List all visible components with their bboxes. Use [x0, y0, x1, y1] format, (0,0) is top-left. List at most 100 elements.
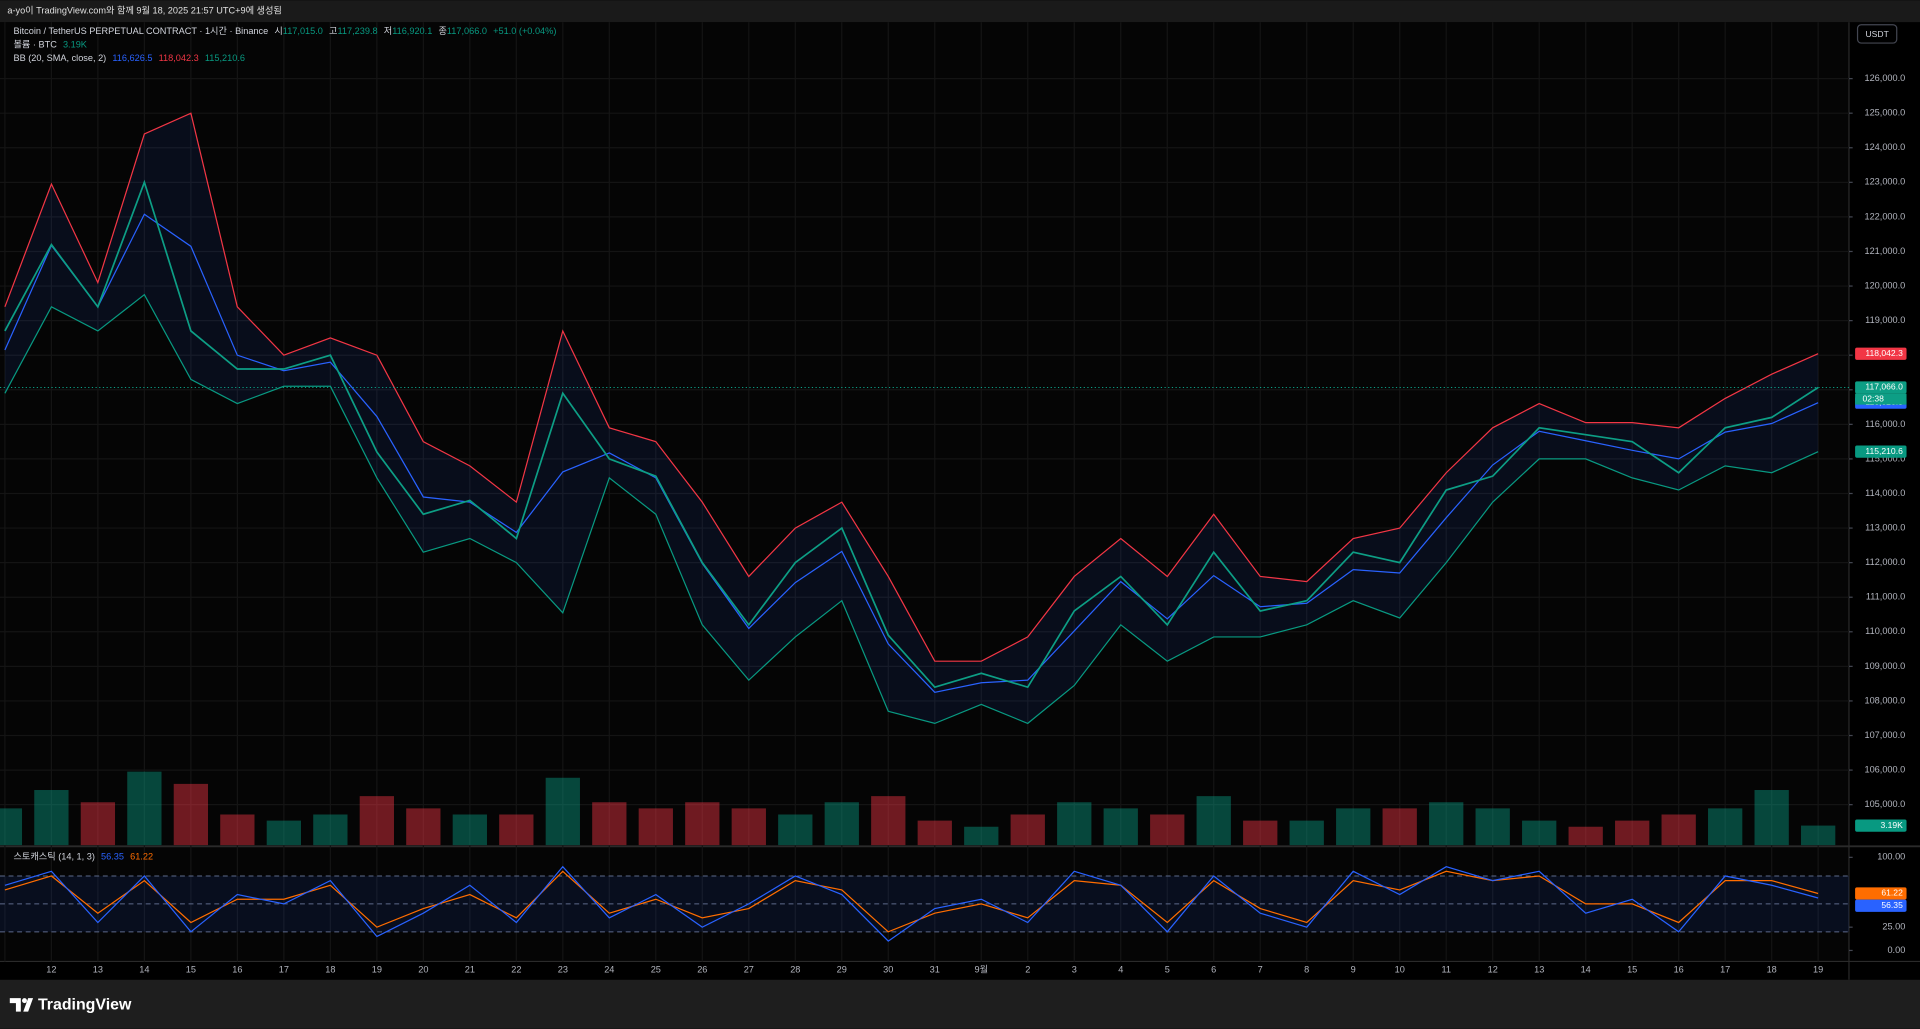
x-tick-label: 13	[1534, 964, 1544, 974]
volume-bar	[406, 808, 441, 846]
y-tick-label: 121,000.0	[1864, 246, 1905, 256]
volume-bar	[266, 820, 302, 846]
volume-bar	[1522, 820, 1557, 846]
x-tick-label: 9	[1351, 964, 1356, 974]
x-tick-label: 5	[1165, 964, 1170, 974]
y-tick-label: 126,000.0	[1864, 73, 1905, 83]
x-tick-label: 26	[697, 964, 707, 974]
countdown-box	[1855, 393, 1907, 405]
y-tick-label: 123,000.0	[1864, 177, 1905, 187]
x-tick-label: 24	[604, 964, 614, 974]
volume-bar	[871, 796, 906, 846]
x-tick-label: 16	[1674, 964, 1684, 974]
x-tick-label: 27	[744, 964, 754, 974]
x-tick-label: 30	[883, 964, 893, 974]
volume-bar	[34, 790, 69, 846]
volume-bar	[1243, 820, 1278, 846]
x-tick-label: 14	[1581, 964, 1591, 974]
x-tick-label: 22	[511, 964, 521, 974]
x-tick-label: 8	[1304, 964, 1309, 974]
high-value: 117,239.8	[337, 26, 377, 36]
price-label-box	[1855, 899, 1907, 912]
price-label: 118,042.3	[1865, 348, 1903, 358]
x-tick-label: 12	[46, 964, 56, 974]
stoch-title: 스토캐스틱 (14, 1, 3)	[13, 851, 94, 862]
volume-bar	[638, 808, 673, 846]
y-tick-label: 111,000.0	[1866, 592, 1905, 602]
series-line	[4, 179, 1819, 689]
x-tick-label: 31	[930, 964, 940, 974]
legend-bb: BB (20, SMA, close, 2) 116,626.5 118,042.3…	[13, 53, 245, 63]
x-tick-label: 29	[837, 964, 847, 974]
close-value: 117,066.0	[447, 26, 487, 36]
currency-button-frame[interactable]	[1856, 24, 1898, 44]
x-tick-label: 10	[1395, 964, 1405, 974]
x-tick-label: 19	[372, 964, 382, 974]
volume-bar	[545, 777, 580, 846]
volume-bar	[127, 771, 162, 846]
x-tick-label: 2	[1025, 964, 1030, 974]
volume-bar	[359, 796, 394, 846]
plot-layer: 12 13 14 15 16 17 18 19 20 21 22 23 24 25 26 27 28 29 30 31…	[0, 22, 1907, 974]
price-label: 117,066.0	[1865, 382, 1903, 392]
legend: Bitcoin / TetherUS PERPETUAL CONTRACT · …	[13, 26, 556, 861]
volume-bar	[685, 802, 720, 846]
stoch-d: 61.22	[130, 852, 153, 862]
y-tick-label: 0.00	[1887, 945, 1905, 955]
y-tick-label: 115,000.0	[1865, 453, 1905, 463]
price-label: 3.19K	[1880, 820, 1903, 830]
volume-bar	[1150, 814, 1185, 846]
volume-bar	[1336, 808, 1371, 846]
legend-stoch: 스토캐스틱 (14, 1, 3) 56.35 61.22	[13, 851, 153, 862]
volume-bar	[0, 808, 23, 846]
x-tick-label: 14	[139, 964, 149, 974]
currency-label[interactable]: USDT	[1865, 29, 1889, 39]
chart-pane	[0, 22, 1849, 962]
x-tick-label: 6	[1211, 964, 1216, 974]
volume-bar	[1289, 820, 1324, 846]
y-tick-label: 113,000.0	[1865, 522, 1905, 532]
y-tick-label: 100.00	[1877, 852, 1905, 862]
volume-bar	[313, 814, 348, 846]
brand-logo	[9, 998, 34, 1012]
series-line	[4, 293, 1819, 725]
y-tick-label: 119,000.0	[1865, 315, 1905, 325]
x-tick-label: 21	[465, 964, 475, 974]
bb-upper: 118,042.3	[159, 53, 199, 63]
volume-bar	[1615, 820, 1650, 846]
open-value: 117,015.0	[283, 26, 323, 36]
currency-button[interactable]: USDT	[1856, 24, 1898, 44]
x-tick-label: 25	[651, 964, 661, 974]
x-tick-label: 13	[93, 964, 103, 974]
volume-bar	[1103, 808, 1138, 846]
brand-name: TradingView	[38, 997, 132, 1014]
volume-bar	[173, 783, 209, 846]
volume-bar	[731, 808, 766, 846]
series-line	[4, 213, 1819, 693]
x-tick-label: 17	[279, 964, 289, 974]
y-tick-label: 112,000.0	[1865, 557, 1905, 567]
legend-volume: 볼륨 · BTC 3.19K	[13, 40, 87, 50]
volume-bar	[499, 814, 534, 846]
x-tick-label: 17	[1720, 964, 1730, 974]
volume-bar	[778, 814, 813, 846]
volume-bar	[1057, 802, 1092, 846]
price-label: 56.35	[1881, 900, 1903, 910]
price-label: 61.22	[1881, 888, 1903, 898]
countdown: 02:38	[1862, 393, 1884, 403]
bb-title: BB (20, SMA, close, 2)	[13, 53, 106, 63]
volume-bar	[452, 814, 487, 846]
y-tick-label: 109,000.0	[1864, 661, 1905, 671]
x-tick-label: 16	[232, 964, 242, 974]
x-tick-label: 20	[418, 964, 428, 974]
volume-bar	[1475, 808, 1510, 846]
symbol: Bitcoin / TetherUS PERPETUAL CONTRACT · …	[13, 26, 268, 36]
y-tick-label: 106,000.0	[1864, 765, 1905, 775]
x-tick-label: 3	[1072, 964, 1077, 974]
price-label-box	[1855, 887, 1907, 900]
series-line	[4, 112, 1819, 662]
y-tick-label: 120,000.0	[1864, 280, 1905, 290]
band-fill	[0, 875, 1849, 932]
